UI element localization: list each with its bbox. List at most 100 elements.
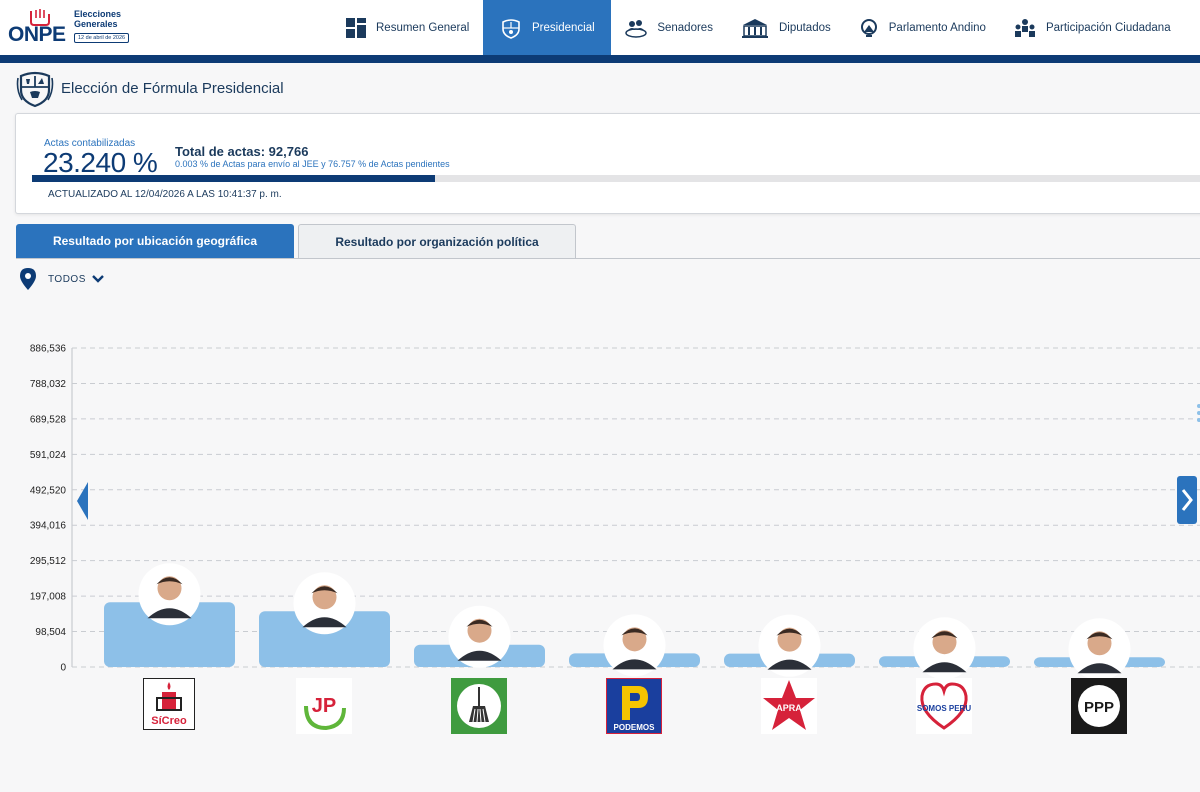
chevron-right-icon [1181, 489, 1193, 511]
y-tick-label: 689,528 [30, 414, 67, 425]
candidate-avatar[interactable] [138, 563, 201, 626]
party-logo-apra[interactable]: APRA [761, 678, 817, 734]
progress-card: Actas contabilizadas 23.240 % Total de a… [15, 113, 1200, 214]
avatar-hair-icon [466, 619, 493, 627]
nav-label: Presidencial [532, 21, 595, 34]
avatar-hair-icon [1086, 632, 1113, 640]
avatar-hair-icon [311, 586, 338, 594]
senate-icon [625, 19, 648, 38]
tab-political-organization[interactable]: Resultado por organización política [298, 224, 576, 258]
avatar-suit-icon [302, 617, 347, 628]
location-pin-icon[interactable] [20, 268, 36, 290]
candidate-avatar[interactable] [1068, 618, 1131, 681]
ppp-logo-icon: PPP [1071, 678, 1127, 734]
broom-logo-icon [451, 678, 507, 734]
y-tick-label: 394,016 [30, 521, 67, 532]
candidate-avatar[interactable] [758, 614, 821, 677]
party-logo-label: PODEMOS [614, 723, 656, 732]
y-tick-label: 886,536 [30, 344, 67, 355]
candidate-avatar[interactable] [913, 617, 976, 680]
progress-bar [32, 175, 1200, 182]
nav-label: Participación Ciudadana [1045, 21, 1171, 34]
party-logo-label: PPP [1084, 699, 1114, 716]
scroll-indicator-icon [1197, 404, 1200, 422]
candidate-avatar[interactable] [293, 572, 356, 635]
party-logo-ppp[interactable]: PPP [1071, 678, 1127, 734]
nav-parlamento-andino[interactable]: Parlamento Andino [845, 0, 1000, 55]
y-tick-label: 0 [60, 663, 66, 674]
podemos-logo-icon: PODEMOS [605, 677, 663, 735]
andean-parliament-icon [860, 18, 877, 37]
peru-emblem-icon [502, 18, 520, 39]
avatar-face-icon [312, 585, 337, 610]
avatar-face-icon [467, 618, 492, 643]
y-tick-label: 492,520 [30, 485, 67, 496]
avatar-hair-icon [156, 577, 183, 585]
onpe-logo[interactable]: ONPE Elecciones Generales 12 de abril de… [8, 6, 138, 50]
bar-jp [259, 611, 390, 667]
party-logo-sicreo[interactable]: SíCreo [142, 677, 199, 734]
ballot-hand-icon [30, 9, 50, 26]
avatar-suit-icon [1077, 663, 1122, 674]
main-nav: Resumen General Presidencial Senadores [332, 0, 1185, 55]
party-logo-broom[interactable] [451, 678, 507, 734]
logo-text: ONPE [8, 23, 66, 46]
y-tick-label: 98,504 [35, 627, 66, 638]
jp-logo-icon: JP [296, 678, 352, 734]
actas-percentage: 23.240 % [43, 147, 158, 178]
congress-building-icon [741, 18, 768, 38]
results-bar-chart: 0 98,504 197,008 295,512 394,016 492,520 591,0… [30, 344, 1200, 681]
updated-timestamp: ACTUALIZADO AL 12/04/2026 A LAS 10:41:37… [48, 189, 282, 200]
nav-label: Senadores [657, 21, 713, 34]
tab-geographic[interactable]: Resultado por ubicación geográfica [16, 224, 294, 258]
party-logo-podemos[interactable]: PODEMOS [605, 677, 663, 735]
total-actas: Total de actas: 92,766 [175, 144, 309, 159]
avatar-suit-icon [767, 659, 812, 670]
somos-peru-heart-icon: SOMOS PERU [916, 678, 972, 734]
avatar-face-icon [777, 627, 802, 652]
sicreo-candle-icon: SíCreo [142, 677, 196, 731]
y-tick-label: 591,024 [30, 450, 67, 461]
people-icon [1014, 18, 1035, 37]
actas-detail: 0.003 % de Actas para envío al JEE y 76.… [175, 159, 450, 169]
avatar-hair-icon [931, 631, 958, 639]
avatar-suit-icon [922, 662, 967, 673]
tab-divider [16, 258, 1200, 259]
chart-prev-arrow-icon[interactable] [76, 480, 90, 522]
party-logo-label: SOMOS PERU [917, 704, 971, 713]
candidate-avatar[interactable] [448, 605, 511, 668]
avatar-face-icon [622, 627, 647, 652]
logo-subtitle: Elecciones Generales [74, 9, 122, 29]
page-title: Elección de Fórmula Presidencial [61, 80, 284, 97]
avatar-suit-icon [612, 659, 657, 670]
y-tick-label: 295,512 [30, 556, 67, 567]
party-logo-somos-peru[interactable]: SOMOS PERU [916, 678, 972, 734]
nav-presidencial[interactable]: Presidencial [483, 0, 612, 55]
y-tick-label: 788,032 [30, 379, 67, 390]
nav-resumen-general[interactable]: Resumen General [332, 0, 483, 55]
party-logo-jp[interactable]: JP [296, 678, 352, 734]
logo-date: 12 de abril de 2026 [74, 33, 130, 43]
header-stripe [0, 55, 1200, 63]
actas-label: Actas contabilizadas [44, 138, 136, 149]
avatar-face-icon [932, 630, 957, 655]
nav-participacion-ciudadana[interactable]: Participación Ciudadana [1000, 0, 1185, 55]
nav-diputados[interactable]: Diputados [727, 0, 845, 55]
chevron-down-icon[interactable] [92, 274, 104, 284]
party-logo-label: SíCreo [151, 715, 187, 727]
y-tick-label: 197,008 [30, 592, 67, 603]
candidate-avatar[interactable] [603, 614, 666, 677]
peru-coat-of-arms-icon [16, 71, 54, 108]
avatar-suit-icon [457, 650, 502, 661]
avatar-suit-icon [147, 608, 192, 619]
bar-s-creo [104, 602, 235, 667]
nav-label: Diputados [778, 21, 831, 34]
nav-label: Parlamento Andino [888, 21, 986, 34]
nav-senadores[interactable]: Senadores [611, 0, 727, 55]
avatar-hair-icon [776, 628, 803, 636]
location-filter[interactable]: TODOS [48, 274, 86, 285]
nav-label: Resumen General [376, 21, 470, 34]
chart-next-button[interactable] [1177, 476, 1197, 524]
party-logo-label: APRA [776, 703, 802, 713]
apra-star-icon: APRA [761, 678, 817, 734]
